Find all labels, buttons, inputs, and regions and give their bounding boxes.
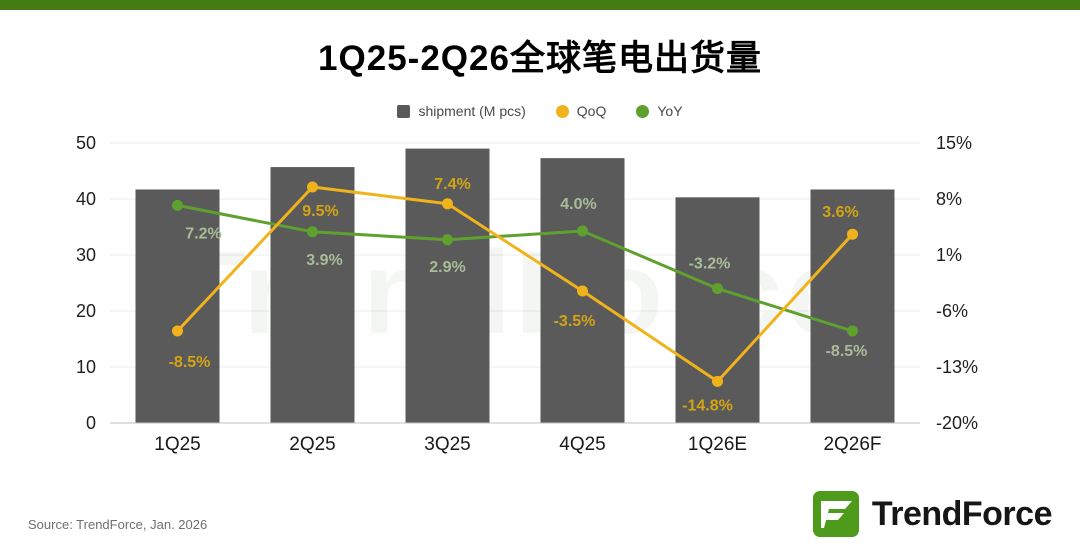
right-axis-tick: 1% xyxy=(936,245,962,265)
shipment-bar xyxy=(135,189,220,423)
qoq-data-label: 7.4% xyxy=(434,176,470,193)
qoq-point xyxy=(307,181,318,193)
right-axis-tick: 15% xyxy=(936,133,972,153)
x-axis-category: 2Q25 xyxy=(289,434,335,455)
left-axis-tick: 40 xyxy=(76,189,96,209)
yoy-point xyxy=(442,234,453,246)
x-axis-category: 1Q26E xyxy=(688,434,747,455)
shipment-bar xyxy=(405,148,490,423)
qoq-data-label: -3.5% xyxy=(554,313,596,330)
x-axis-category: 4Q25 xyxy=(559,434,605,455)
yoy-point xyxy=(307,226,318,238)
qoq-point xyxy=(847,228,858,240)
yoy-data-label: 4.0% xyxy=(560,196,596,213)
right-axis-tick: -6% xyxy=(936,301,968,321)
shipment-bar xyxy=(675,197,760,423)
chart-legend: shipment (M pcs) QoQ YoY xyxy=(0,103,1080,119)
qoq-data-label: -8.5% xyxy=(169,354,211,371)
qoq-data-label: -14.8% xyxy=(682,397,733,414)
yoy-data-label: 7.2% xyxy=(185,225,221,242)
source-text: Source: TrendForce, Jan. 2026 xyxy=(28,517,208,532)
left-axis-tick: 0 xyxy=(86,413,96,433)
trendforce-logo-text: TrendForce xyxy=(871,494,1053,533)
top-stripe xyxy=(0,0,1080,10)
legend-label-yoy: YoY xyxy=(657,103,683,119)
trendforce-logo: TrendForce xyxy=(812,490,1053,538)
yoy-data-label: -8.5% xyxy=(826,343,868,360)
yoy-point xyxy=(847,325,858,337)
x-axis-category: 3Q25 xyxy=(424,434,470,455)
qoq-line xyxy=(176,185,854,383)
right-axis-tick: 8% xyxy=(936,189,962,209)
left-axis-tick: 50 xyxy=(76,133,96,153)
qoq-data-label: 3.6% xyxy=(822,204,858,221)
x-axis-category: 2Q26F xyxy=(823,434,881,455)
shipment-bar xyxy=(270,167,355,423)
legend-item-shipment: shipment (M pcs) xyxy=(397,103,526,119)
qoq-data-label: 9.5% xyxy=(302,203,338,220)
legend-label-shipment: shipment (M pcs) xyxy=(418,103,526,119)
x-axis-category: 1Q25 xyxy=(154,434,200,455)
left-axis-tick: 30 xyxy=(76,245,96,265)
chart-svg: 01020304050-20%-13%-6%1%8%15%TrendForce1… xyxy=(76,133,978,455)
yoy-data-label: -3.2% xyxy=(689,256,731,273)
qoq-point xyxy=(712,375,723,387)
shipment-bar xyxy=(810,189,895,423)
yoy-line xyxy=(177,203,853,333)
qoq-point xyxy=(442,198,453,210)
yoy-data-label: 3.9% xyxy=(306,252,342,269)
left-axis-tick: 20 xyxy=(76,301,96,321)
qoq-point xyxy=(577,285,588,297)
yoy-point xyxy=(172,199,183,211)
yoy-point xyxy=(577,225,588,237)
yoy-data-label: 2.9% xyxy=(429,259,465,276)
yoy-swatch-icon xyxy=(636,104,650,118)
legend-item-qoq: QoQ xyxy=(555,103,607,119)
yoy-point xyxy=(712,283,723,295)
legend-label-qoq: QoQ xyxy=(576,103,607,119)
qoq-point xyxy=(172,325,183,337)
right-axis-tick: -20% xyxy=(936,413,978,433)
qoq-swatch-icon xyxy=(555,104,569,118)
chart-title: 1Q25-2Q26全球笔电出货量 xyxy=(318,39,762,78)
legend-item-yoy: YoY xyxy=(636,103,683,119)
shipment-swatch-icon xyxy=(397,104,411,118)
left-axis-tick: 10 xyxy=(76,357,96,377)
trendforce-logo-icon xyxy=(812,491,859,537)
right-axis-tick: -13% xyxy=(936,357,978,377)
